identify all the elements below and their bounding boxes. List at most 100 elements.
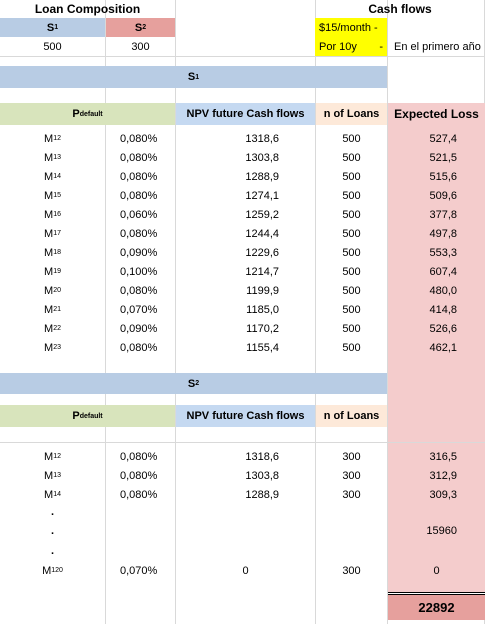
pdefault-value[interactable]: 0,100% [120,265,158,278]
loans-value[interactable]: 500 [342,151,361,164]
loans-value[interactable]: 500 [342,227,361,240]
npv-value[interactable]: 1288,9 [245,488,279,501]
npv-value[interactable]: 1259,2 [245,208,279,221]
loans-value[interactable]: 500 [342,265,361,278]
expected-loss-value[interactable]: 553,3 [429,246,457,259]
loans-value[interactable]: 500 [342,189,361,202]
npv-value[interactable]: 1274,1 [245,189,279,202]
expected-loss-value[interactable]: 515,6 [429,170,457,183]
npv-value[interactable]: 1214,7 [245,265,279,278]
month-label[interactable]: M 120 [0,561,105,580]
npv-value[interactable]: 0 [242,564,249,577]
npv-value[interactable]: 1185,0 [246,303,279,316]
pdefault-value[interactable]: 0,080% [120,151,158,164]
expected-loss-value[interactable]: 0 [433,564,440,577]
month-label[interactable]: M 16 [0,205,105,224]
month-label[interactable]: M 17 [0,224,105,243]
loans-value[interactable]: 500 [342,132,361,145]
pdefault-value[interactable]: 0,080% [120,450,158,463]
npv-value[interactable]: 1288,9 [245,170,279,183]
pdefault-value[interactable]: 0,070% [120,564,158,577]
expected-loss-value[interactable]: 316,5 [429,450,457,463]
loans-header[interactable]: n of Loans [316,405,387,427]
npv-value[interactable]: 1303,8 [245,469,279,482]
loans-value[interactable]: 500 [342,170,361,183]
expected-loss-value[interactable]: 309,3 [429,488,457,501]
grand-total[interactable]: 22892 [388,595,485,620]
loans-value[interactable]: 300 [342,488,361,501]
npv-header[interactable]: NPV future Cash flows [176,103,315,125]
expected-loss-value[interactable]: 527,4 [429,132,457,145]
loans-value[interactable]: 300 [342,469,361,482]
month-label[interactable]: M 14 [0,167,105,186]
month-label[interactable]: M 13 [0,466,105,485]
loans-value[interactable]: 300 [342,564,361,577]
npv-value[interactable]: 1170,2 [246,322,279,335]
pdefault-value[interactable]: 0,080% [120,284,158,297]
expected-loss-value[interactable]: 480,0 [429,284,457,297]
loans-value[interactable]: 500 [342,341,361,354]
expected-loss-value[interactable]: 377,8 [429,208,457,221]
loans-value[interactable]: 500 [342,246,361,259]
npv-header[interactable]: NPV future Cash flows [176,405,315,427]
expected-loss-value[interactable]: 312,9 [429,469,457,482]
expected-loss-value[interactable]: 497,8 [429,227,457,240]
s1-value[interactable]: 500 [43,40,62,53]
month-label[interactable]: M 18 [0,243,105,262]
s2-value[interactable]: 300 [131,40,150,53]
month-label[interactable]: M 19 [0,262,105,281]
pdefault-value[interactable]: 0,090% [120,246,158,259]
month-label[interactable]: M 23 [0,338,105,357]
expected-loss-value[interactable]: 607,4 [429,265,457,278]
month-label[interactable]: M 15 [0,186,105,205]
npv-value[interactable]: 1303,8 [245,151,279,164]
pdefault-value[interactable]: 0,070% [120,303,158,316]
month-label[interactable]: M 21 [0,300,105,319]
gridline [315,0,316,624]
pdefault-value[interactable]: 0,080% [120,469,158,482]
month-label[interactable]: M 12 [0,447,105,466]
npv-value[interactable]: 1318,6 [245,132,279,145]
s2-subtotal[interactable]: 15960 [426,525,457,537]
month-label[interactable]: M 13 [0,148,105,167]
loans-value[interactable]: 500 [342,322,361,335]
cashflow-note[interactable]: En el primero año [394,40,481,53]
expected-loss-value[interactable]: 526,6 [429,322,457,335]
npv-value[interactable]: 1199,9 [246,284,279,297]
month-letter: M [44,265,54,278]
pdefault-value[interactable]: 0,080% [120,170,158,183]
month-label[interactable]: M 22 [0,319,105,338]
loans-value[interactable]: 500 [342,303,361,316]
npv-value[interactable]: 1155,4 [246,341,279,354]
pdefault-value[interactable]: 0,090% [120,322,158,335]
pdefault-value[interactable]: 0,080% [120,227,158,240]
expected-loss-value[interactable]: 414,8 [429,303,457,316]
month-label[interactable]: M 12 [0,129,105,148]
cashflow-line1[interactable]: $15/month - [315,18,387,37]
npv-value[interactable]: 1244,4 [245,227,279,240]
expected-loss-value[interactable]: 509,6 [429,189,457,202]
expected-loss-value[interactable]: 462,1 [429,341,457,354]
expected-loss-value[interactable]: 521,5 [429,151,457,164]
loans-value[interactable]: 500 [342,284,361,297]
month-label[interactable]: M 14 [0,485,105,504]
pdefault-value[interactable]: 0,060% [120,208,158,221]
npv-value[interactable]: 1229,6 [245,246,279,259]
loans-value[interactable]: 500 [342,208,361,221]
pdefault-value[interactable]: 0,080% [120,488,158,501]
cashflow-line2-cell[interactable]: Por 10y - [315,37,387,56]
pdefault-value[interactable]: 0,080% [120,189,158,202]
month-label[interactable]: M 20 [0,281,105,300]
expected-loss-header[interactable]: Expected Loss [394,107,479,121]
pdefault-value[interactable]: 0,080% [120,341,158,354]
loans-value[interactable]: 300 [342,450,361,463]
loans-header[interactable]: n of Loans [316,103,387,125]
npv-value[interactable]: 1318,6 [245,450,279,463]
pdefault-value[interactable]: 0,080% [120,132,158,145]
